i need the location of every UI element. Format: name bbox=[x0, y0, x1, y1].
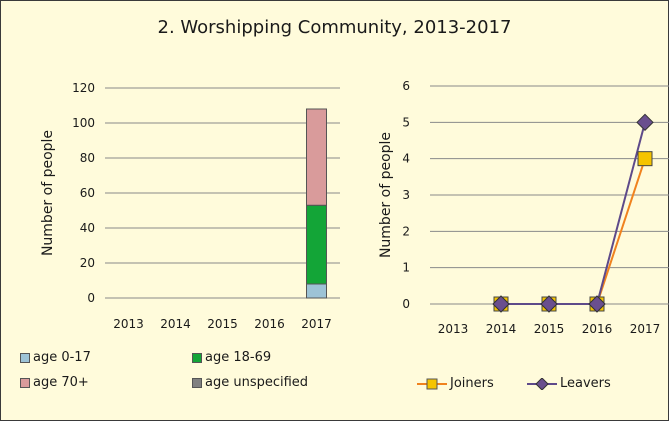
line-y-axis-label: Number of people bbox=[378, 132, 394, 258]
leavers-line-icon bbox=[527, 377, 557, 390]
leavers-marker bbox=[588, 295, 606, 313]
legend-swatch-age-70-plus bbox=[20, 377, 30, 388]
bar-y-tick-label: 100 bbox=[72, 116, 95, 130]
legend-swatch-age-18-69 bbox=[192, 352, 202, 363]
line-x-tick-label: 2017 bbox=[630, 322, 661, 336]
legend-label-age-18-69: age 18-69 bbox=[205, 350, 272, 365]
bar-y-tick-label: 80 bbox=[80, 151, 95, 165]
bar-x-tick-label: 2015 bbox=[207, 317, 238, 331]
legend-item-age-70-plus: age 70+ bbox=[20, 375, 89, 390]
line-x-tick-label: 2013 bbox=[438, 322, 469, 336]
chart-title: 2. Worshipping Community, 2013-2017 bbox=[157, 17, 512, 38]
line-y-tick-label: 0 bbox=[402, 297, 410, 311]
joiners-line-icon bbox=[417, 378, 447, 389]
legend-label-joiners: Joiners bbox=[450, 376, 494, 391]
bar-segment bbox=[306, 108, 327, 206]
line-x-tick-label: 2015 bbox=[534, 322, 565, 336]
bar-y-tick-label: 60 bbox=[80, 186, 95, 200]
joiners-marker bbox=[637, 151, 653, 167]
line-x-tick-label: 2014 bbox=[486, 322, 517, 336]
legend-label-leavers: Leavers bbox=[560, 376, 611, 391]
line-y-tick-label: 1 bbox=[402, 261, 410, 275]
bar-segment bbox=[306, 204, 327, 285]
legend-item-joiners: Joiners bbox=[417, 376, 494, 391]
line-y-tick-label: 3 bbox=[402, 188, 410, 202]
bar-y-tick-label: 120 bbox=[72, 81, 95, 95]
bar-x-tick-label: 2017 bbox=[301, 317, 332, 331]
line-y-tick-label: 6 bbox=[402, 79, 410, 93]
bar-segment bbox=[306, 283, 327, 299]
bar-x-tick-label: 2014 bbox=[160, 317, 191, 331]
bar-x-tick-label: 2016 bbox=[254, 317, 285, 331]
bar-y-axis-label: Number of people bbox=[40, 130, 56, 256]
leavers-marker bbox=[492, 295, 510, 313]
line-y-tick-label: 5 bbox=[402, 115, 410, 129]
legend-item-age-0-17: age 0-17 bbox=[20, 350, 91, 365]
leavers-marker bbox=[636, 113, 654, 132]
line-y-tick-label: 2 bbox=[402, 224, 410, 238]
legend-swatch-age-unspecified bbox=[192, 377, 202, 388]
legend-swatch-age-0-17 bbox=[20, 352, 30, 363]
bar-y-tick-label: 40 bbox=[80, 221, 95, 235]
legend-label-age-unspecified: age unspecified bbox=[205, 375, 309, 390]
line-x-tick-label: 2016 bbox=[582, 322, 613, 336]
legend-item-age-unspecified: age unspecified bbox=[192, 375, 308, 390]
line-y-tick-label: 4 bbox=[402, 152, 410, 166]
bar-y-tick-label: 20 bbox=[80, 256, 95, 270]
legend-item-leavers: Leavers bbox=[527, 376, 611, 391]
legend-label-age-0-17: age 0-17 bbox=[33, 350, 91, 365]
line-series-leavers bbox=[501, 122, 646, 305]
leavers-marker bbox=[540, 295, 558, 313]
bar-y-tick-label: 0 bbox=[87, 291, 95, 305]
legend-label-age-70-plus: age 70+ bbox=[33, 375, 89, 390]
bar-x-tick-label: 2013 bbox=[113, 317, 144, 331]
legend-item-age-18-69: age 18-69 bbox=[192, 350, 271, 365]
